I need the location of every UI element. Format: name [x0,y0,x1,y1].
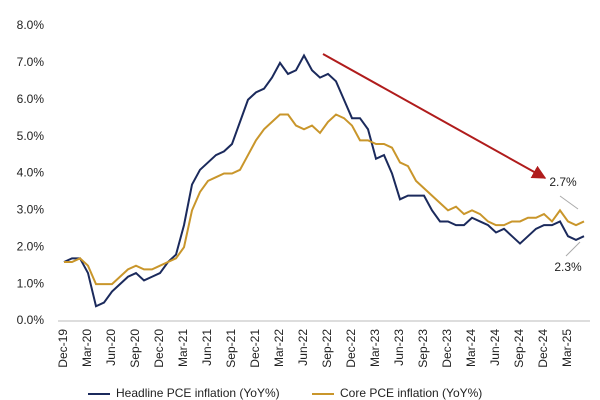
legend-label: Headline PCE inflation (YoY%) [116,386,280,400]
x-tick-label: Mar-23 [368,329,382,367]
x-tick-label: Jun-21 [200,329,214,366]
x-tick-label: Sep-23 [416,329,430,368]
x-tick-label: Jun-22 [296,329,310,366]
x-tick-label: Dec-22 [344,329,358,368]
legend-label: Core PCE inflation (YoY%) [340,386,482,400]
x-tick-label: Dec-20 [152,329,166,368]
y-tick-label: 3.0% [17,203,45,217]
y-tick-label: 4.0% [17,166,45,180]
x-tick-label: Dec-23 [440,329,454,368]
x-tick-label: Mar-20 [80,329,94,367]
x-tick-label: Jun-23 [392,329,406,366]
y-tick-label: 8.0% [17,18,45,32]
x-tick-label: Jun-20 [104,329,118,366]
x-tick-label: Sep-22 [320,329,334,368]
x-tick-label: Sep-20 [128,329,142,368]
x-tick-label: Mar-21 [176,329,190,367]
x-tick-label: Mar-22 [272,329,286,367]
y-tick-label: 5.0% [17,129,45,143]
y-tick-label: 0.0% [17,313,45,327]
y-tick-label: 1.0% [17,276,45,290]
leader [565,241,581,257]
y-tick-label: 6.0% [17,92,45,106]
x-tick-label: Sep-24 [512,329,526,368]
annotation: 2.7% [549,175,577,189]
y-tick-label: 2.0% [17,239,45,253]
series-line [64,113,585,286]
x-tick-label: Sep-21 [224,329,238,368]
trend-arrow [322,53,547,179]
x-tick-label: Dec-21 [248,329,262,368]
x-tick-label: Mar-24 [464,329,478,367]
leader [559,195,579,210]
x-tick-label: Jun-24 [488,329,502,366]
x-tick-label: Mar-25 [560,329,574,367]
x-tick-label: Dec-24 [536,329,550,368]
x-tick-label: Dec-19 [56,329,70,368]
annotation: 2.3% [554,260,582,274]
series-line [63,53,585,308]
y-tick-label: 7.0% [17,55,45,69]
